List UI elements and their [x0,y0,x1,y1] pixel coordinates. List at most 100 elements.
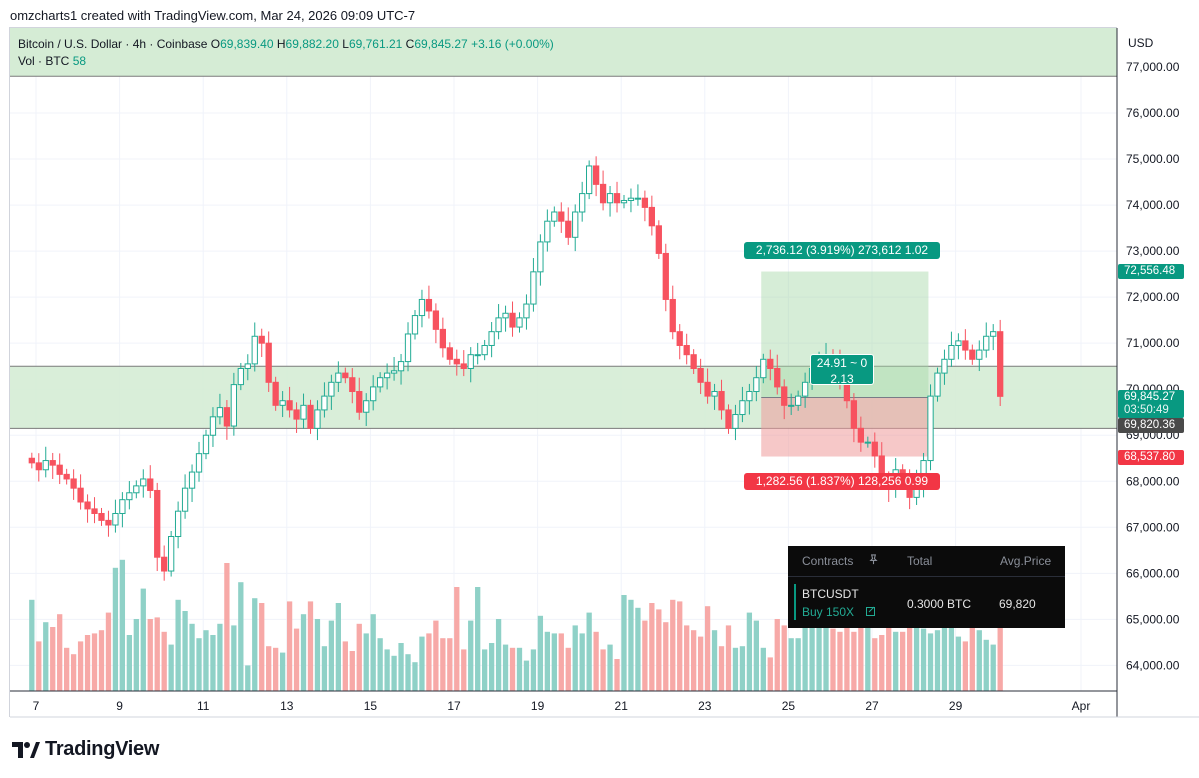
candle-body [133,485,140,494]
volume-bar [238,582,244,691]
tradingview-logo[interactable]: TradingView [12,738,159,761]
loss-label[interactable]: 1,282.56 (1.837%) 128,256 0.99 [744,473,940,490]
volume-bar [126,635,133,691]
volume-legend[interactable]: Vol · BTC 58 [18,54,86,68]
volume-bar [900,631,906,691]
volume-bar [677,601,683,691]
panel-side: Buy 150X [802,605,855,619]
x-tick-label: 7 [33,699,40,713]
volume-bar [858,627,864,691]
volume-bar [934,630,941,691]
candle-body [871,441,878,457]
candle-body [335,372,342,383]
volume-bar [168,644,174,691]
candle-body [732,414,739,429]
volume-bar [182,611,188,691]
candle-body [857,427,865,443]
volume-bar [36,641,42,691]
candle-body [760,358,767,379]
volume-bar [530,649,537,691]
candle-body [544,220,551,243]
candle-body [788,404,795,407]
panel-avg-price: 69,820 [999,597,1036,611]
volume-bar [245,665,251,691]
volume-bar [628,599,634,691]
pin-icon[interactable] [868,554,879,568]
volume-bar [656,609,662,691]
candle-body [655,225,662,254]
candle-body [272,381,279,406]
candle-body [154,489,161,558]
volume-bar [670,599,676,691]
volume-bar [837,631,843,691]
volume-bar [405,654,411,691]
candle-body [565,220,572,238]
candle-body [404,333,412,363]
volume-bar [753,620,760,691]
legend-close-label: C [405,37,415,51]
volume-bar [29,599,35,691]
volume-bar [91,633,98,691]
volume-bar [523,660,530,691]
candle-body [586,165,593,195]
profit-label[interactable]: 2,736.12 (3.919%) 273,612 1.02 [744,242,940,259]
candle-body [976,349,983,360]
candle-body [370,386,377,402]
volume-bar [259,603,265,691]
volume-bar [64,647,70,691]
tradingview-brand: TradingView [45,738,160,760]
volume-bar [440,638,446,691]
candle-body [927,395,934,462]
y-tick-label: 72,000.00 [1126,290,1180,304]
candle-body [98,512,105,521]
candle-body [718,391,725,411]
legend-symbol: Bitcoin / U.S. Dollar · 4h · Coinbase [18,37,208,51]
candle-body [56,464,63,475]
candle-body [84,501,91,510]
volume-bar [586,612,592,691]
volume-bar [635,607,641,691]
volume-bar [718,646,725,691]
candle-body [28,457,35,464]
candle-body [307,404,314,429]
volume-bar [140,588,146,691]
symbol-legend[interactable]: Bitcoin / U.S. Dollar · 4h · Coinbase O6… [18,37,554,51]
candle-body [300,404,307,420]
risk-reward-label[interactable]: 24.91 ~ 0 2.13 [810,354,874,386]
candle-body [195,453,203,473]
candle-body [502,312,509,319]
legend-low-label: L [342,37,349,51]
candle-body [997,331,1004,397]
volume-bar [962,641,969,691]
volume-bar [649,603,655,691]
currency-label[interactable]: USD [1128,36,1154,50]
volume-bar [50,627,56,691]
volume-bar [941,622,948,691]
y-tick-label: 68,000.00 [1126,474,1180,488]
volume-bar [809,614,815,691]
candle-body [77,487,84,503]
candle-body [363,400,370,413]
volume-bar [642,620,648,691]
candle-body [174,510,182,538]
volume-bar [328,620,335,691]
candle-body [606,193,614,204]
candle-body [850,400,858,429]
legend-high-label: H [276,37,286,51]
candle-body [948,344,955,360]
panel-header-total: Total [907,554,933,568]
panel-divider [788,576,1065,577]
candle-body [530,271,537,305]
candle-body [265,342,272,383]
candle-body [342,372,349,379]
chart-pane[interactable] [9,27,1117,717]
volume-bar [976,630,982,691]
candle-body [481,344,488,356]
volume-bar [266,646,272,691]
risk-reward-ratio: 24.91 ~ 0 [816,356,868,370]
volume-bar [795,638,801,691]
edit-icon[interactable] [866,605,876,619]
candle-body [795,395,802,406]
volume-bar [447,638,453,691]
